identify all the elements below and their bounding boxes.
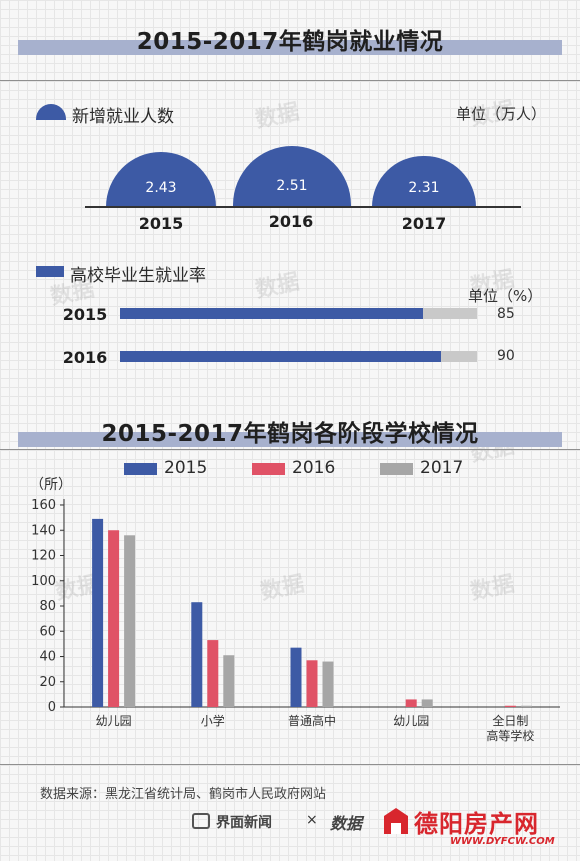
year-label: 2015 bbox=[138, 214, 184, 233]
new-jobs-value: 2.51 bbox=[276, 178, 308, 194]
bar-2016 bbox=[405, 699, 417, 707]
rate-bar bbox=[120, 351, 441, 362]
y-axis-unit: （所） bbox=[30, 477, 72, 493]
divider bbox=[0, 449, 580, 450]
jiemian-logo-icon bbox=[192, 813, 210, 829]
new-jobs-dome-2016: 2.51 bbox=[233, 146, 351, 207]
graduate-rate-unit: 单位（%） bbox=[468, 287, 543, 305]
dome-baseline bbox=[85, 206, 521, 208]
brand-cross: × bbox=[306, 812, 318, 828]
year-label: 2017 bbox=[401, 214, 447, 233]
bar-2017 bbox=[124, 535, 136, 707]
employment-title: 2015-2017年鹤岗就业情况 bbox=[136, 29, 444, 55]
category-label: 幼儿园 bbox=[96, 714, 132, 728]
new-jobs-value: 2.31 bbox=[408, 180, 440, 196]
schools-title: 2015-2017年鹤岗各阶段学校情况 bbox=[101, 421, 479, 447]
brand-jiemian: 界面新闻 bbox=[216, 815, 272, 831]
legend-label-2016: 2016 bbox=[292, 458, 336, 478]
category-label: 全日制 bbox=[492, 713, 528, 728]
bar-2016 bbox=[504, 705, 516, 707]
new-jobs-dome-2017: 2.31 bbox=[372, 156, 476, 207]
bar-2015 bbox=[92, 518, 104, 707]
y-tick-label: 100 bbox=[31, 574, 56, 589]
site-name: 德阳房产网 bbox=[414, 810, 539, 838]
divider bbox=[0, 80, 580, 81]
data-source: 数据来源：黑龙江省统计局、鹤岗市人民政府网站 bbox=[40, 787, 327, 802]
legend-label-2017: 2017 bbox=[420, 458, 464, 478]
legend-swatch-2016 bbox=[252, 463, 285, 475]
category-label: 高等学校 bbox=[486, 728, 534, 743]
bar-2016 bbox=[207, 640, 219, 707]
y-tick-label: 80 bbox=[39, 599, 56, 614]
graduate-rate-legend-label: 高校毕业生就业率 bbox=[70, 266, 206, 286]
rate-bar bbox=[120, 308, 423, 319]
y-tick-label: 160 bbox=[31, 498, 56, 513]
bar-2015 bbox=[290, 647, 302, 707]
bar-2017 bbox=[520, 705, 532, 707]
category-label: 幼儿园 bbox=[393, 714, 429, 728]
brand-shuju: 数据 bbox=[330, 814, 363, 833]
year-label: 2016 bbox=[268, 212, 314, 231]
divider bbox=[0, 764, 580, 765]
y-tick-label: 120 bbox=[31, 549, 56, 564]
rate-year-label: 2016 bbox=[62, 348, 108, 367]
legend-swatch-2015 bbox=[124, 463, 157, 475]
new-jobs-dome-2015: 2.43 bbox=[106, 152, 216, 207]
bar-2016 bbox=[108, 530, 120, 707]
title-underline-bar bbox=[18, 40, 562, 55]
rate-value: 90 bbox=[497, 348, 515, 364]
new-jobs-legend-icon bbox=[36, 104, 66, 120]
legend-swatch-2017 bbox=[380, 463, 413, 475]
y-tick-label: 140 bbox=[31, 523, 56, 538]
rate-year-label: 2015 bbox=[62, 305, 108, 324]
site-url: WWW.DYFCW.COM bbox=[450, 836, 555, 847]
bar-2015 bbox=[191, 602, 203, 707]
category-label: 小学 bbox=[201, 713, 225, 728]
bar-2016 bbox=[306, 660, 318, 707]
title-underline-bar bbox=[18, 432, 562, 447]
rate-value: 85 bbox=[497, 306, 515, 322]
house-icon bbox=[382, 806, 410, 836]
legend-label-2015: 2015 bbox=[164, 458, 208, 478]
y-tick-label: 40 bbox=[39, 650, 56, 665]
bar-2017 bbox=[223, 655, 235, 707]
y-tick-label: 0 bbox=[48, 700, 56, 715]
bar-2017 bbox=[322, 661, 334, 707]
y-tick-label: 60 bbox=[39, 624, 56, 639]
new-jobs-value: 2.43 bbox=[145, 180, 177, 196]
graduate-rate-legend-swatch bbox=[36, 266, 64, 277]
y-tick-label: 20 bbox=[39, 675, 56, 690]
bar-2017 bbox=[421, 699, 433, 707]
new-jobs-unit: 单位（万人） bbox=[456, 105, 547, 123]
new-jobs-legend-label: 新增就业人数 bbox=[72, 107, 174, 127]
category-label: 普通高中 bbox=[288, 713, 336, 728]
